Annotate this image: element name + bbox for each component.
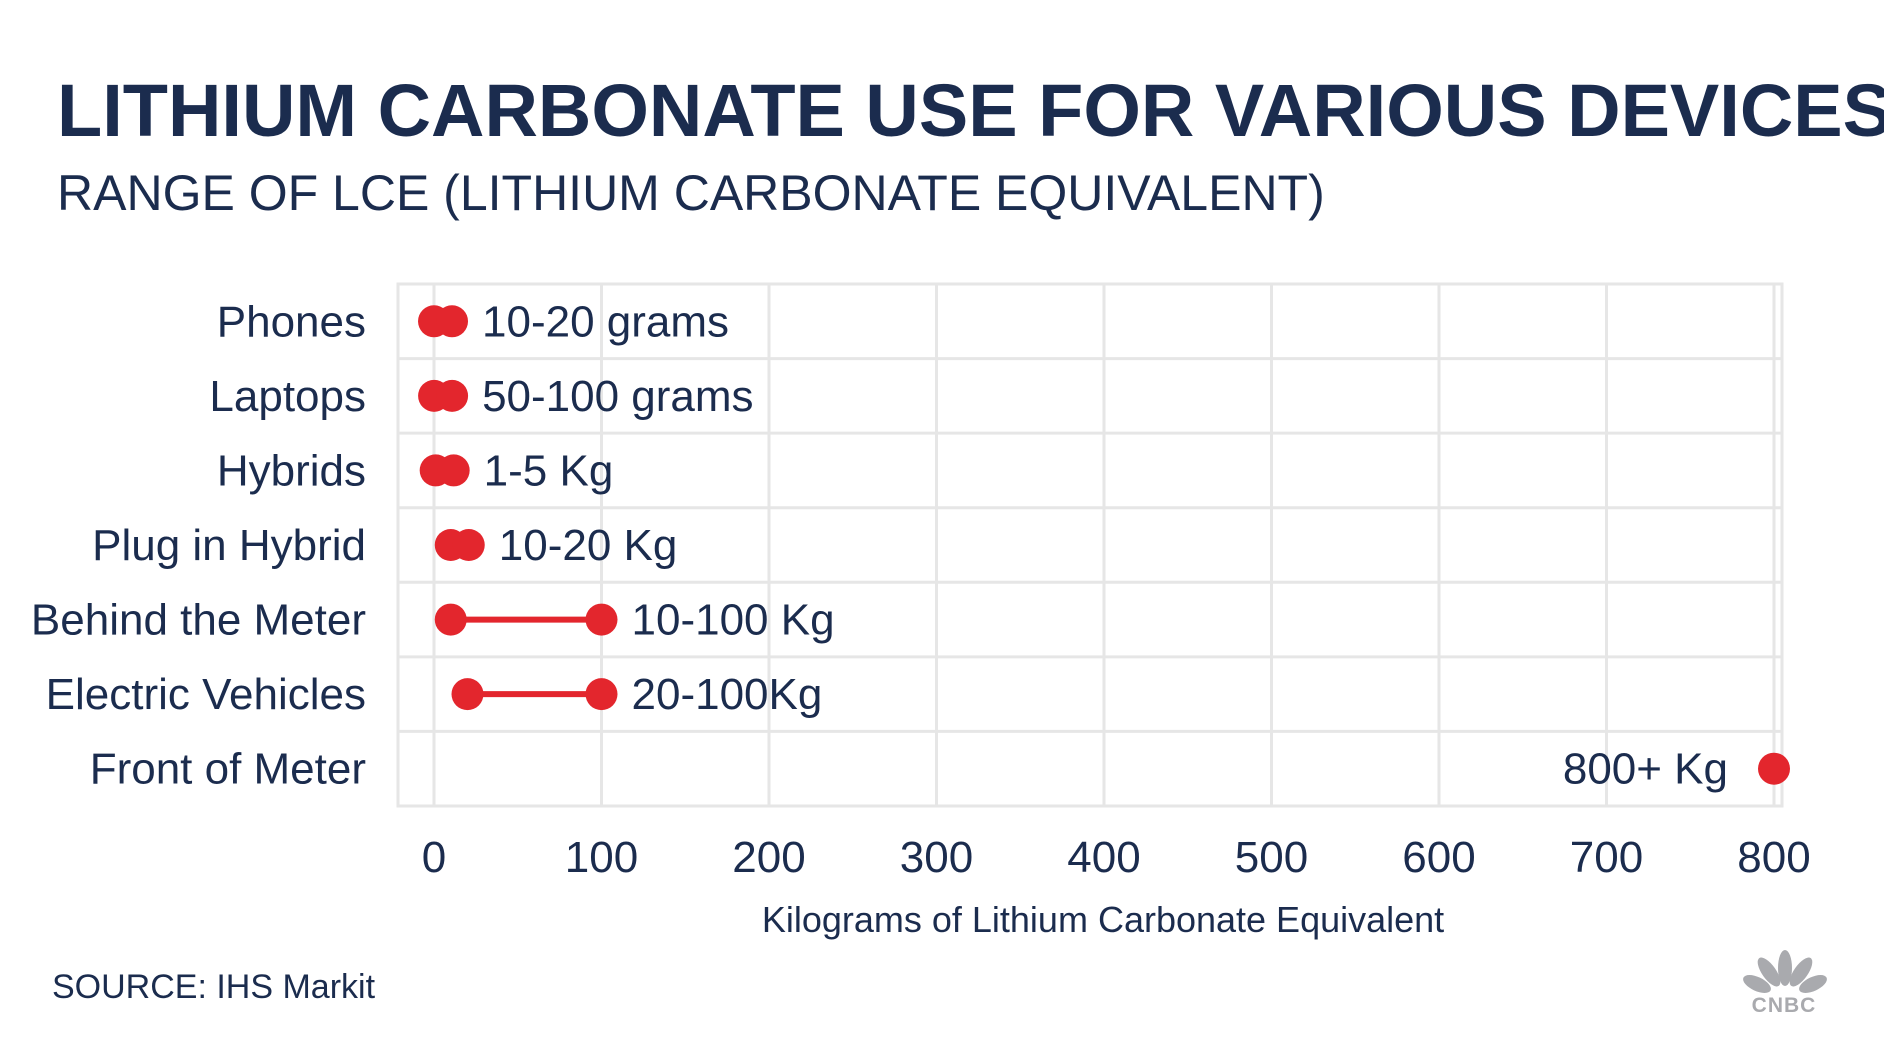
chart-subtitle: RANGE OF LCE (LITHIUM CARBONATE EQUIVALE…: [57, 165, 1325, 221]
source-note: SOURCE: IHS Markit: [52, 968, 376, 1006]
x-tick-label: 100: [565, 833, 638, 882]
range-dot-max: [437, 454, 470, 487]
data-label: 10-100 Kg: [632, 596, 835, 645]
range-dot-max: [585, 678, 618, 711]
x-tick-label: 800: [1737, 833, 1810, 882]
category-label: Plug in Hybrid: [92, 521, 366, 570]
range-dot-max: [436, 379, 469, 412]
plot-area: [396, 282, 1784, 808]
category-label: Behind the Meter: [31, 596, 366, 645]
chart-title: LITHIUM CARBONATE USE FOR VARIOUS DEVICE…: [57, 69, 1884, 152]
x-tick-label: 500: [1235, 833, 1308, 882]
category-label: Electric Vehicles: [46, 670, 366, 719]
x-tick-label: 600: [1402, 833, 1475, 882]
x-tick-label: 200: [732, 833, 805, 882]
range-dot-min: [1758, 752, 1790, 785]
data-label: 800+ Kg: [1563, 745, 1728, 794]
range-dot-min: [434, 603, 467, 636]
range-dot-max: [585, 603, 618, 636]
category-label: Front of Meter: [90, 745, 366, 794]
data-label: 50-100 grams: [482, 372, 753, 421]
x-tick-label: 400: [1067, 833, 1140, 882]
range-dot-max: [436, 305, 469, 338]
x-tick-label: 700: [1570, 833, 1643, 882]
range-dot-min: [451, 678, 484, 711]
x-tick-label: 0: [422, 833, 446, 882]
category-label: Phones: [217, 297, 366, 346]
category-label: Hybrids: [217, 446, 366, 495]
x-tick-label: 300: [900, 833, 973, 882]
data-label: 10-20 grams: [482, 297, 729, 346]
data-label: 20-100Kg: [632, 670, 823, 719]
range-dot-max: [452, 529, 485, 561]
x-axis-label: Kilograms of Lithium Carbonate Equivalen…: [762, 899, 1444, 940]
category-label: Laptops: [209, 372, 366, 421]
logo-text: CNBC: [1751, 994, 1817, 1017]
data-label: 10-20 Kg: [499, 521, 678, 570]
peacock-icon: [1743, 950, 1827, 993]
data-label: 1-5 Kg: [484, 446, 614, 495]
